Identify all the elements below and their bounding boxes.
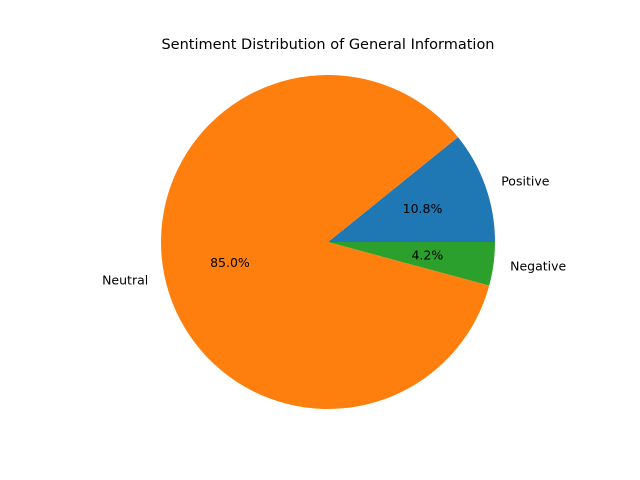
pie-percent-labels: 10.8% 85.0% 4.2% xyxy=(210,201,443,270)
pie-slice-neutral xyxy=(160,75,490,410)
slice-label-neutral: Neutral xyxy=(102,272,148,287)
pie-slices xyxy=(160,75,495,410)
slice-label-negative: Negative xyxy=(510,259,566,274)
percent-label-negative: 4.2% xyxy=(411,248,443,263)
percent-label-positive: 10.8% xyxy=(403,201,443,216)
pie-slice-negative xyxy=(328,242,495,286)
pie-slice-labels: Positive Neutral Negative xyxy=(102,173,566,287)
pie-slice-positive xyxy=(328,137,495,242)
slice-label-positive: Positive xyxy=(501,173,549,188)
chart-title: Sentiment Distribution of General Inform… xyxy=(161,37,494,53)
percent-label-neutral: 85.0% xyxy=(210,255,250,270)
